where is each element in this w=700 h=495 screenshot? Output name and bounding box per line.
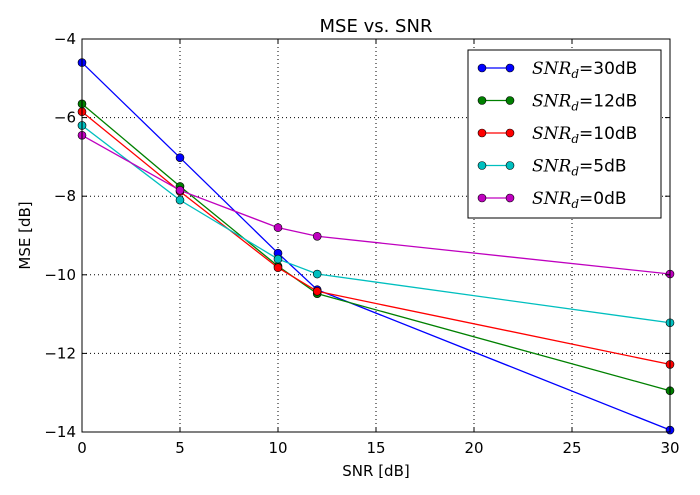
y-axis-label: MSE [dB] bbox=[16, 201, 34, 269]
legend-marker bbox=[505, 161, 515, 170]
y-tick-label: −4 bbox=[54, 30, 76, 48]
data-point bbox=[273, 263, 283, 273]
legend-marker bbox=[505, 96, 515, 105]
legend-label-suffix: =30dB bbox=[579, 59, 637, 79]
chart-title: MSE vs. SNR bbox=[320, 16, 433, 37]
series-layer bbox=[77, 58, 675, 435]
series-snrd-5db bbox=[77, 121, 675, 328]
y-tick-label: −14 bbox=[44, 423, 76, 441]
legend-box bbox=[467, 49, 662, 219]
legend-label-suffix: =12dB bbox=[579, 92, 637, 112]
legend-label-suffix: =0dB bbox=[579, 189, 627, 209]
legend-entry: SNRd=0dB bbox=[477, 189, 627, 211]
legend-label: SNRd=5dB bbox=[532, 157, 627, 179]
legend-label-math: SNR bbox=[532, 189, 572, 209]
series-snrd-30db bbox=[77, 58, 675, 435]
legend-entry: SNRd=10dB bbox=[477, 124, 637, 146]
data-point bbox=[175, 195, 185, 205]
legend-label-subscript: d bbox=[571, 100, 579, 114]
legend-label-math: SNR bbox=[532, 92, 572, 112]
data-point bbox=[312, 231, 322, 241]
y-tick-label: −10 bbox=[44, 266, 76, 284]
data-point bbox=[312, 269, 322, 279]
data-point bbox=[273, 223, 283, 232]
legend-label: SNRd=12dB bbox=[532, 92, 637, 114]
data-point bbox=[175, 186, 185, 195]
legend: SNRd=30dBSNRd=12dBSNRd=10dBSNRd=5dBSNRd=… bbox=[467, 49, 662, 219]
legend-label: SNRd=10dB bbox=[532, 124, 637, 146]
legend-label-math: SNR bbox=[532, 59, 572, 79]
legend-label-subscript: d bbox=[571, 165, 579, 179]
legend-entry: SNRd=12dB bbox=[477, 92, 637, 114]
legend-marker bbox=[477, 128, 487, 138]
legend-marker bbox=[505, 193, 515, 203]
legend-marker bbox=[477, 161, 487, 170]
series-snrd-0db bbox=[77, 130, 675, 279]
y-tick-label: −8 bbox=[54, 187, 76, 205]
legend-entry: SNRd=5dB bbox=[477, 157, 627, 179]
legend-label-math: SNR bbox=[532, 124, 572, 144]
legend-marker bbox=[505, 63, 515, 73]
legend-label-suffix: =10dB bbox=[579, 124, 637, 144]
x-tick-label: 20 bbox=[464, 439, 483, 457]
x-tick-label: 25 bbox=[562, 439, 581, 457]
x-tick-label: 10 bbox=[268, 439, 287, 457]
data-point bbox=[175, 153, 185, 162]
x-tick-label: 5 bbox=[175, 439, 185, 457]
legend-label-subscript: d bbox=[571, 67, 579, 81]
legend-marker bbox=[505, 128, 515, 138]
y-tick-label: −12 bbox=[44, 344, 76, 362]
x-tick-label: 30 bbox=[660, 439, 679, 457]
legend-marker bbox=[477, 193, 487, 203]
legend-label-subscript: d bbox=[571, 197, 579, 211]
legend-label: SNRd=0dB bbox=[532, 189, 627, 211]
legend-label-subscript: d bbox=[571, 132, 579, 146]
y-tick-label: −6 bbox=[54, 109, 76, 127]
legend-label-suffix: =5dB bbox=[579, 157, 627, 177]
legend-entry: SNRd=30dB bbox=[477, 59, 637, 81]
legend-label: SNRd=30dB bbox=[532, 59, 637, 81]
legend-label-math: SNR bbox=[532, 157, 572, 177]
data-point bbox=[312, 287, 322, 296]
data-point bbox=[273, 254, 283, 264]
x-tick-label: 15 bbox=[366, 439, 385, 457]
x-tick-label: 0 bbox=[77, 439, 87, 457]
legend-marker bbox=[477, 63, 487, 73]
axis-ticks: 0 5 10 15 20 25 30 −14 −12 −10 −8 −6 −4 bbox=[44, 30, 679, 457]
grid-lines bbox=[82, 39, 670, 432]
x-axis-label: SNR [dB] bbox=[342, 462, 409, 480]
legend-marker bbox=[477, 96, 487, 105]
